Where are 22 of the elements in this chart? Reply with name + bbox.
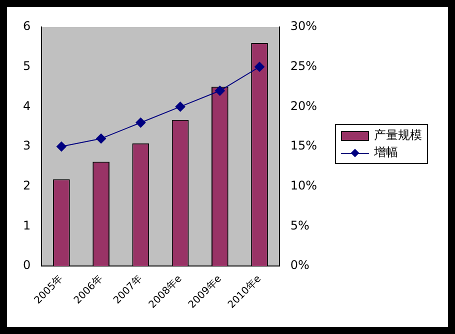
y-tick-label: 1 (22, 218, 31, 232)
y2-tick-label: 0% (290, 258, 310, 272)
y2-tick-label: 15% (290, 138, 317, 153)
y2-tick-label: 10% (290, 178, 317, 193)
y-tick-label: 0 (22, 258, 31, 272)
y-tick-label: 4 (22, 98, 31, 113)
y2-tick-label: 5% (290, 218, 310, 232)
point (175, 102, 186, 112)
point (96, 134, 106, 144)
point (214, 86, 225, 96)
point (254, 62, 265, 72)
y2-tick-label: 25% (290, 58, 317, 73)
y2-tick-label: 20% (290, 98, 317, 113)
legend-label: 增幅 (374, 144, 398, 161)
y2-tick-label: 30% (290, 19, 317, 34)
point (136, 118, 146, 128)
y-tick-label: 3 (22, 138, 31, 153)
legend-label: 产量规模 (374, 127, 422, 144)
y-tick-label: 2 (22, 178, 31, 193)
y-tick-label: 5 (22, 58, 31, 73)
point (56, 142, 66, 152)
y-tick-label: 6 (22, 19, 31, 34)
